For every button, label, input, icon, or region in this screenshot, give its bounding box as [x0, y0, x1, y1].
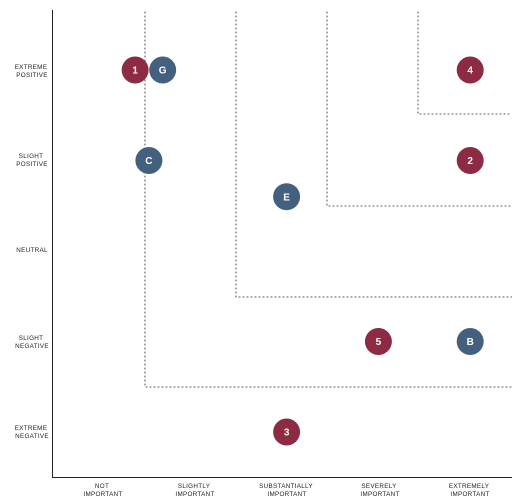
marker-c: C: [135, 147, 163, 174]
zone-boundaries: [144, 11, 512, 388]
marker-label: G: [159, 66, 167, 77]
x-label-severely-important: SEVERELY IMPORTANT: [360, 483, 399, 498]
axes: [52, 10, 512, 478]
marker-label: 3: [284, 428, 290, 439]
y-axis-labels: EXTREME POSITIVE SLIGHT POSITIVE NEUTRAL…: [15, 64, 50, 440]
marker-label: 5: [376, 337, 382, 348]
markers: 1 G 4 C 2 E 5 B 3: [121, 56, 484, 446]
marker-label: 1: [132, 66, 138, 77]
zone-boundary-substantially: [235, 11, 512, 298]
y-label-neutral: NEUTRAL: [16, 247, 48, 254]
marker-circle: [364, 328, 392, 355]
zone-boundary-extremely: [417, 11, 512, 115]
x-label-substantially-important: SUBSTANTIALLY IMPORTANT: [259, 483, 315, 498]
y-label-slight-negative: SLIGHT NEGATIVE: [15, 335, 49, 350]
marker-circle: [135, 147, 163, 174]
marker-circle: [456, 56, 484, 84]
x-axis-labels: NOT IMPORTANT SLIGHTLY IMPORTANT SUBSTAN…: [83, 483, 491, 498]
zone-boundary-severely: [326, 11, 512, 207]
x-label-not-important: NOT IMPORTANT: [83, 483, 122, 498]
marker-label: 2: [467, 156, 473, 167]
marker-circle: [273, 183, 301, 211]
marker-label: E: [283, 192, 290, 203]
marker-circle: [121, 56, 149, 84]
x-label-slightly-important: SLIGHTLY IMPORTANT: [175, 483, 214, 498]
marker-1: 1: [121, 56, 149, 84]
x-label-extremely-important: EXTREMELY IMPORTANT: [449, 483, 491, 498]
marker-circle: [149, 56, 177, 84]
marker-4: 4: [456, 56, 484, 84]
marker-label: 4: [467, 66, 473, 77]
marker-circle: [456, 147, 484, 174]
zone-boundary-slightly: [144, 11, 512, 388]
y-label-extreme-positive: EXTREME POSITIVE: [15, 64, 50, 79]
marker-5: 5: [364, 328, 392, 355]
y-label-slight-positive: SLIGHT POSITIVE: [16, 153, 47, 168]
marker-label: C: [145, 156, 152, 167]
marker-g: G: [149, 56, 177, 84]
marker-b: B: [456, 328, 484, 355]
marker-3: 3: [273, 418, 301, 446]
marker-e: E: [273, 183, 301, 211]
marker-circle: [456, 328, 484, 355]
marker-label: B: [467, 337, 474, 348]
marker-circle: [273, 418, 301, 446]
y-label-extreme-negative: EXTREME NEGATIVE: [15, 425, 50, 440]
marker-2: 2: [456, 147, 484, 174]
